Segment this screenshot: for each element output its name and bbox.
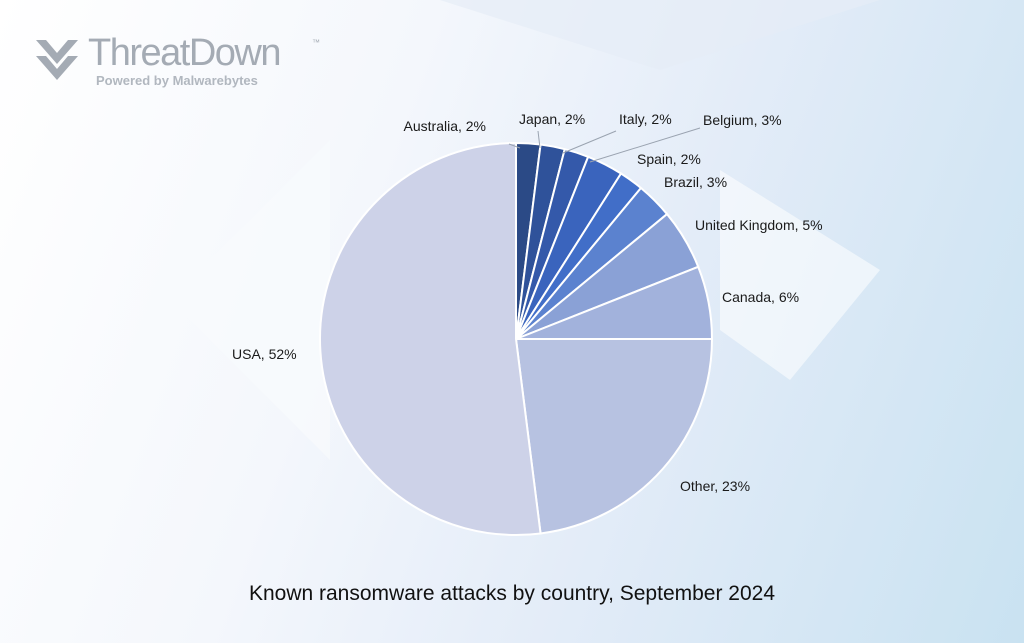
data-label-australia: Australia, 2% <box>404 118 486 134</box>
chart-title: Known ransomware attacks by country, Sep… <box>248 582 776 605</box>
data-label-united-kingdom: United Kingdom, 5% <box>695 217 823 233</box>
leader-line-italy <box>562 130 617 154</box>
data-label-usa: USA, 52% <box>232 346 297 362</box>
brand-logo: ThreatDown ™ Powered by Malwarebytes <box>36 32 356 96</box>
data-label-brazil: Brazil, 3% <box>664 174 727 190</box>
data-label-italy: Italy, 2% <box>619 111 672 127</box>
leader-line-australia <box>508 143 521 149</box>
pie-slice-usa <box>319 141 542 536</box>
tagline-prefix: Powered by <box>96 73 169 88</box>
leader-line-belgium <box>589 127 701 163</box>
data-label-other: Other, 23% <box>680 478 750 494</box>
brand-name: ThreatDown <box>88 32 281 74</box>
threatdown-chevron-icon <box>36 40 78 80</box>
brand-trademark: ™ <box>312 38 320 47</box>
leader-line-japan <box>537 130 541 149</box>
data-label-japan: Japan, 2% <box>519 111 585 127</box>
tagline-brand: Malwarebytes <box>172 73 258 88</box>
data-label-canada: Canada, 6% <box>722 289 799 305</box>
data-label-spain: Spain, 2% <box>637 151 701 167</box>
pie-slice-other <box>514 338 714 535</box>
brand-tagline: Powered by Malwarebytes <box>96 73 258 88</box>
data-label-belgium: Belgium, 3% <box>703 112 782 128</box>
